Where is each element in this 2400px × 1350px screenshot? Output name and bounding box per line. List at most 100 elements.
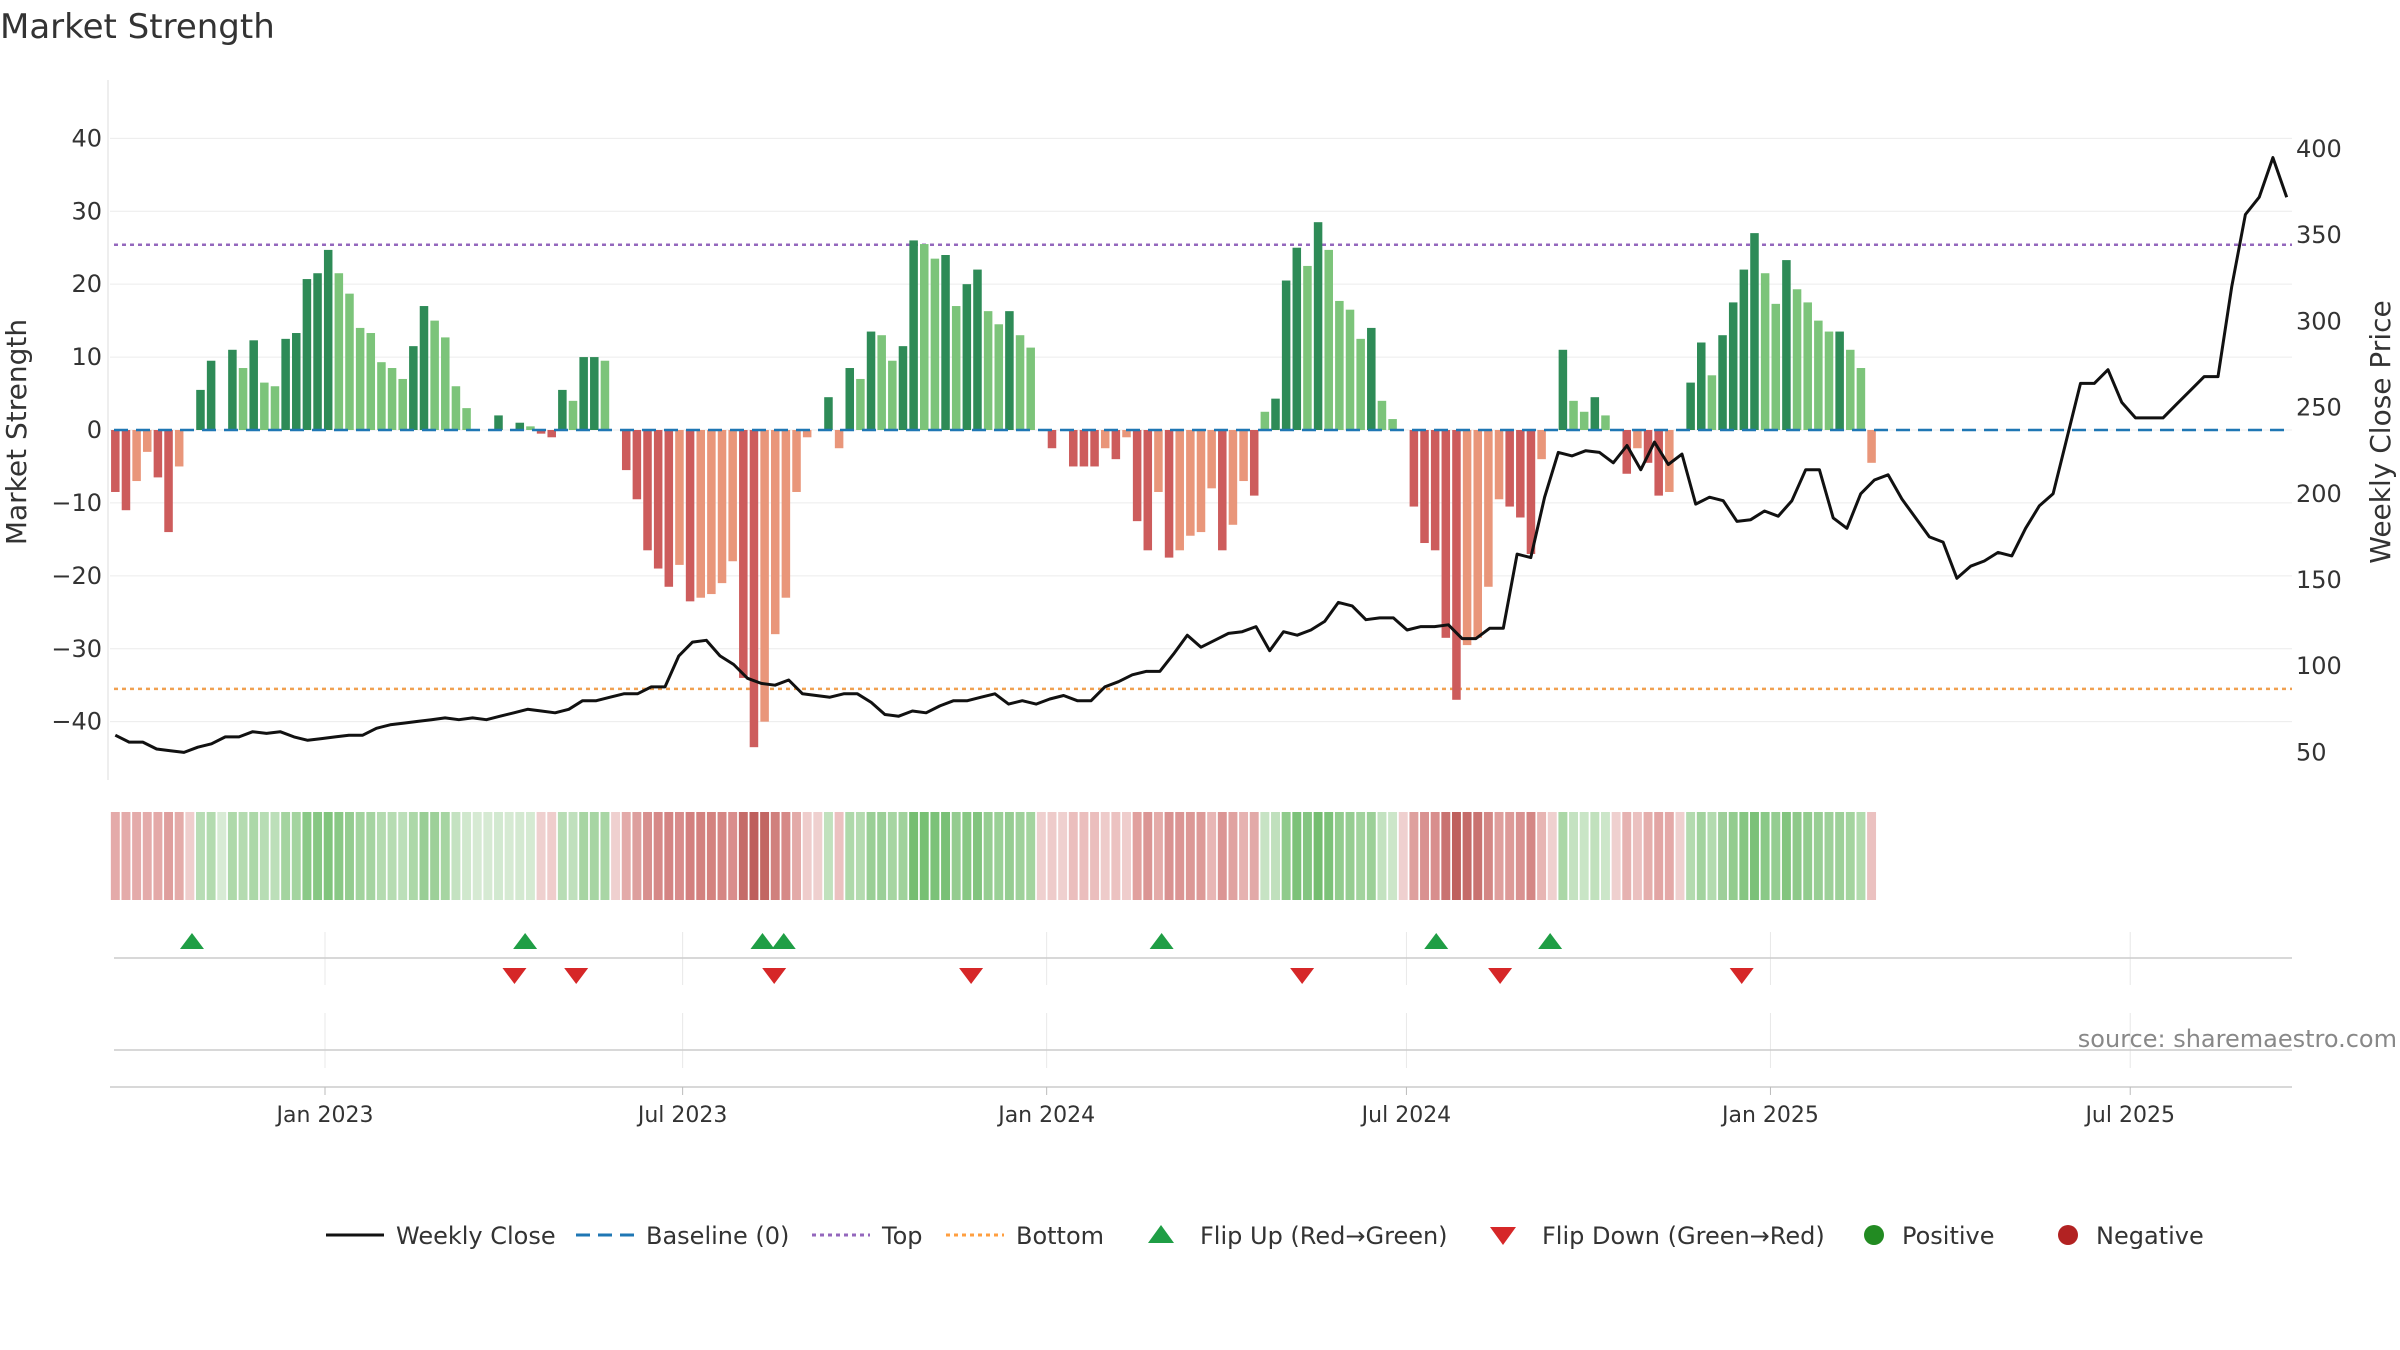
heat-strip-cell [206, 812, 216, 900]
heat-strip-cell [227, 812, 237, 900]
heat-strip-cell [1409, 812, 1419, 900]
heat-strip-cell [110, 812, 120, 900]
heat-strip-cell [738, 812, 748, 900]
heat-strip-cell [973, 812, 982, 900]
flip-up-marker [771, 933, 796, 949]
strength-bar [1569, 400, 1578, 430]
strength-bar [387, 368, 397, 430]
strength-bar [1622, 430, 1632, 474]
strength-bar [856, 378, 865, 430]
strength-bar [1441, 430, 1451, 638]
heat-strip-cell [174, 812, 184, 900]
y-tick-left: −10 [51, 489, 102, 517]
heat-strip-cell [153, 812, 163, 900]
strength-bar [1239, 430, 1248, 482]
heat-strip-cell [845, 812, 855, 900]
strength-bar [739, 430, 748, 678]
heat-strip-cell [802, 812, 812, 900]
strength-bar [1718, 335, 1727, 430]
strength-bar [1835, 331, 1844, 430]
heat-strip-cell [951, 812, 961, 900]
strength-bar [238, 368, 248, 430]
strength-bar [1026, 347, 1035, 430]
strength-bar [1409, 430, 1419, 507]
y-axis-right-label: Weekly Close Price [2364, 300, 2397, 563]
strength-bars [111, 222, 1876, 748]
strength-bar [1643, 430, 1653, 463]
heat-strip-cell [1473, 812, 1483, 900]
legend-label: Bottom [1016, 1222, 1104, 1250]
heat-strip-cell [1505, 812, 1515, 900]
heat-strip-cell [1047, 812, 1057, 900]
heat-strip-cell [1164, 812, 1174, 900]
strength-bar [419, 306, 429, 430]
heat-strip-cell [1260, 812, 1270, 900]
strength-bar [1271, 398, 1280, 430]
legend-item: Positive [1864, 1222, 1995, 1250]
heat-strip-cell [313, 812, 323, 900]
heat-strip-cell [579, 812, 589, 900]
heat-strip-cell [1345, 812, 1355, 900]
strength-bar [409, 346, 418, 430]
heat-strip-cell [1111, 812, 1121, 900]
heat-strip-cell [164, 812, 174, 900]
legend-label: Flip Down (Green→Red) [1542, 1222, 1825, 1250]
y-tick-left: 20 [71, 270, 102, 298]
strength-bar [685, 430, 695, 602]
heat-strip-cell [196, 812, 205, 900]
y-tick-left: 30 [71, 197, 102, 225]
strength-bar [1516, 430, 1525, 518]
heat-strip-cell [121, 812, 131, 900]
strength-bar [1324, 249, 1333, 430]
flip-up-marker [1424, 933, 1449, 949]
strength-bar [1260, 411, 1270, 430]
heat-strip-cell [398, 812, 408, 900]
strength-bar [1814, 320, 1823, 430]
heat-strip-cell [1356, 812, 1366, 900]
strength-bar [1579, 411, 1589, 430]
strength-bar [590, 357, 599, 430]
strength-bar [579, 357, 588, 430]
strength-bar [1771, 303, 1781, 430]
heat-strip-cell [1590, 812, 1600, 900]
strength-bar [494, 415, 503, 430]
legend-label: Negative [2096, 1222, 2204, 1250]
heat-strip-cell [1207, 812, 1217, 900]
heat-strip-cell [494, 812, 503, 900]
flip-up-marker [1538, 933, 1563, 949]
y-tick-right: 400 [2296, 135, 2342, 163]
flip-markers [114, 932, 2292, 985]
heat-strip-cell [249, 812, 259, 900]
flip-down-marker [564, 968, 589, 984]
strength-bar [920, 244, 929, 430]
x-date-label: Jul 2023 [636, 1103, 728, 1128]
strength-bar [1494, 430, 1504, 500]
strength-bar [1856, 368, 1866, 430]
strength-bar [675, 430, 684, 565]
heat-strip-cell [898, 812, 908, 900]
heat-strip-cell [1643, 812, 1653, 900]
heat-strip-cell [1558, 812, 1568, 900]
heat-strip-cell [1132, 812, 1142, 900]
heat-strip-cell [706, 812, 716, 900]
heat-strip-cell [792, 812, 802, 900]
strength-bar [983, 311, 993, 430]
y-tick-right: 350 [2296, 221, 2342, 249]
heat-strip-cell [643, 812, 652, 900]
heat-strip-cell [813, 812, 823, 900]
strength-bar [260, 382, 269, 430]
strength-bar [355, 327, 365, 430]
strength-bar [377, 362, 386, 430]
heat-strip-cell [1760, 812, 1770, 900]
heat-strip-cell [408, 812, 418, 900]
strength-bar [196, 389, 205, 430]
heat-strip-cell [1122, 812, 1131, 900]
heat-strip-cell [1622, 812, 1632, 900]
legend: Weekly Close Baseline (0) Top Bottom Flip Up… [326, 1222, 2204, 1250]
y-axis-left-label: Market Strength [0, 319, 33, 545]
strength-bar [717, 430, 727, 584]
heat-strip-cell [1579, 812, 1589, 900]
heat-strip-cell [132, 812, 142, 900]
strength-bar [802, 430, 812, 438]
strength-bar [632, 430, 642, 500]
